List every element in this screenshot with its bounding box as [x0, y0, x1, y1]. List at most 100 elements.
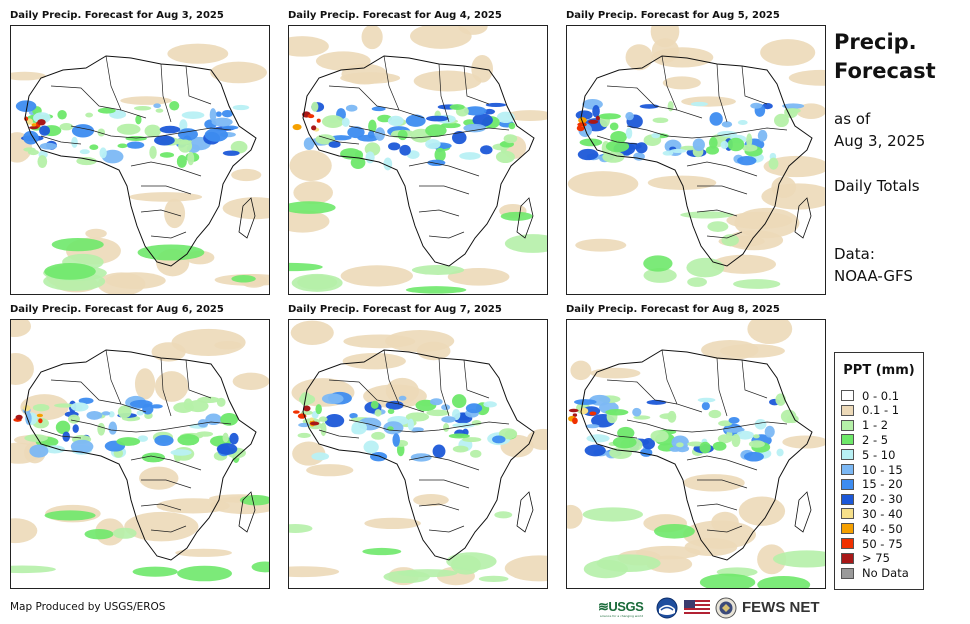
forecast-map[interactable] — [288, 25, 548, 295]
heavy-rain-cell — [572, 417, 578, 425]
legend-label: 0.1 - 1 — [862, 403, 900, 418]
precip-map-svg — [289, 26, 547, 294]
rain-cell — [137, 435, 148, 442]
drizzle-patch — [725, 230, 784, 251]
rain-cell — [126, 141, 145, 149]
country-border — [70, 125, 232, 139]
rain-cell — [737, 155, 757, 166]
rain-cell — [399, 144, 411, 156]
light-rain-patch — [51, 237, 104, 252]
madagascar-outline — [238, 197, 256, 239]
drizzle-patch — [85, 228, 107, 239]
heavy-rain-cell — [17, 415, 22, 420]
rain-cell — [85, 112, 94, 118]
drizzle-patch — [156, 498, 230, 514]
rain-cell — [297, 432, 311, 438]
country-border — [348, 125, 510, 139]
rain-cell — [154, 435, 174, 446]
rain-cell — [324, 414, 345, 428]
country-border — [626, 419, 788, 433]
rain-cell — [25, 411, 32, 425]
drizzle-patch — [711, 511, 739, 533]
rain-cell — [55, 420, 71, 435]
country-border — [741, 359, 768, 399]
rain-cell — [68, 414, 80, 424]
panel-title: Daily Precip. Forecast for Aug 4, 2025 — [288, 10, 502, 21]
country-border — [706, 231, 743, 239]
light-rain-patch — [680, 211, 734, 219]
panel-title: Daily Precip. Forecast for Aug 8, 2025 — [566, 304, 780, 315]
rain-cell — [232, 104, 250, 111]
rain-cell — [709, 112, 723, 126]
forecast-map[interactable] — [566, 25, 826, 295]
precip-map-svg — [567, 320, 825, 588]
heavy-rain-cell — [29, 126, 39, 130]
country-border — [141, 185, 192, 195]
legend-label: 10 - 15 — [862, 462, 903, 477]
country-border — [141, 479, 192, 489]
forecast-map[interactable] — [566, 319, 826, 589]
rain-cell — [383, 157, 393, 171]
drizzle-patch — [757, 544, 787, 575]
madagascar-outline — [238, 491, 256, 533]
forecast-map[interactable] — [10, 25, 270, 295]
rain-cell — [117, 405, 132, 419]
country-border — [419, 185, 470, 195]
rain-cell — [368, 119, 377, 133]
rain-cell — [764, 425, 775, 438]
drizzle-patch — [763, 155, 825, 178]
rain-cell — [57, 110, 67, 120]
rain-cell — [72, 424, 79, 433]
country-border — [463, 65, 490, 105]
heavy-rain-cell — [31, 123, 37, 127]
heavy-rain-cell — [37, 119, 46, 126]
rain-cell — [717, 434, 732, 444]
precip-map-svg — [289, 320, 547, 588]
drizzle-patch — [129, 192, 203, 202]
fews-net-logo: FEWS NET — [742, 599, 820, 616]
rain-cell — [116, 123, 141, 135]
rain-cell — [737, 119, 748, 126]
legend-title: PPT (mm) — [843, 363, 915, 378]
drizzle-patch — [290, 320, 334, 345]
forecast-map[interactable] — [10, 319, 270, 589]
drizzle-patch — [711, 254, 777, 274]
rain-cell — [440, 122, 461, 129]
rain-cell — [318, 416, 328, 422]
madagascar-outline — [516, 197, 534, 239]
rain-cell — [609, 122, 619, 131]
rain-cell — [465, 403, 483, 414]
legend-swatch — [841, 552, 854, 564]
rain-cell — [108, 421, 118, 435]
rain-cell — [495, 150, 515, 164]
forecast-map[interactable] — [288, 319, 548, 589]
rain-cell — [330, 135, 352, 141]
legend-swatch — [841, 523, 854, 535]
rain-cell — [410, 427, 424, 433]
rain-cell — [605, 140, 630, 153]
rain-cell — [625, 112, 634, 121]
country-border — [696, 209, 738, 217]
country-border — [419, 479, 470, 489]
legend-item: 15 - 20 — [841, 477, 903, 491]
rain-cell — [748, 440, 765, 448]
sidebar-title-line1: Precip. — [834, 30, 917, 54]
rain-cell — [155, 108, 164, 113]
rain-cell — [585, 424, 600, 429]
country-border — [50, 85, 122, 111]
country-border — [105, 55, 147, 119]
rain-cell — [154, 135, 175, 146]
legend-label: 2 - 5 — [862, 432, 889, 447]
drizzle-patch — [11, 518, 38, 544]
rain-cell — [298, 394, 316, 405]
legend-label: 40 - 50 — [862, 521, 903, 536]
light-rain-patch — [44, 263, 96, 280]
rain-cell — [101, 149, 124, 164]
rain-cell — [712, 441, 727, 451]
light-rain-patch — [686, 257, 725, 278]
data-source: Data: NOAA-GFS — [834, 243, 913, 287]
country-border — [463, 359, 490, 399]
rain-cell — [177, 128, 198, 141]
country-border — [438, 357, 450, 417]
continent-outline — [302, 55, 535, 267]
